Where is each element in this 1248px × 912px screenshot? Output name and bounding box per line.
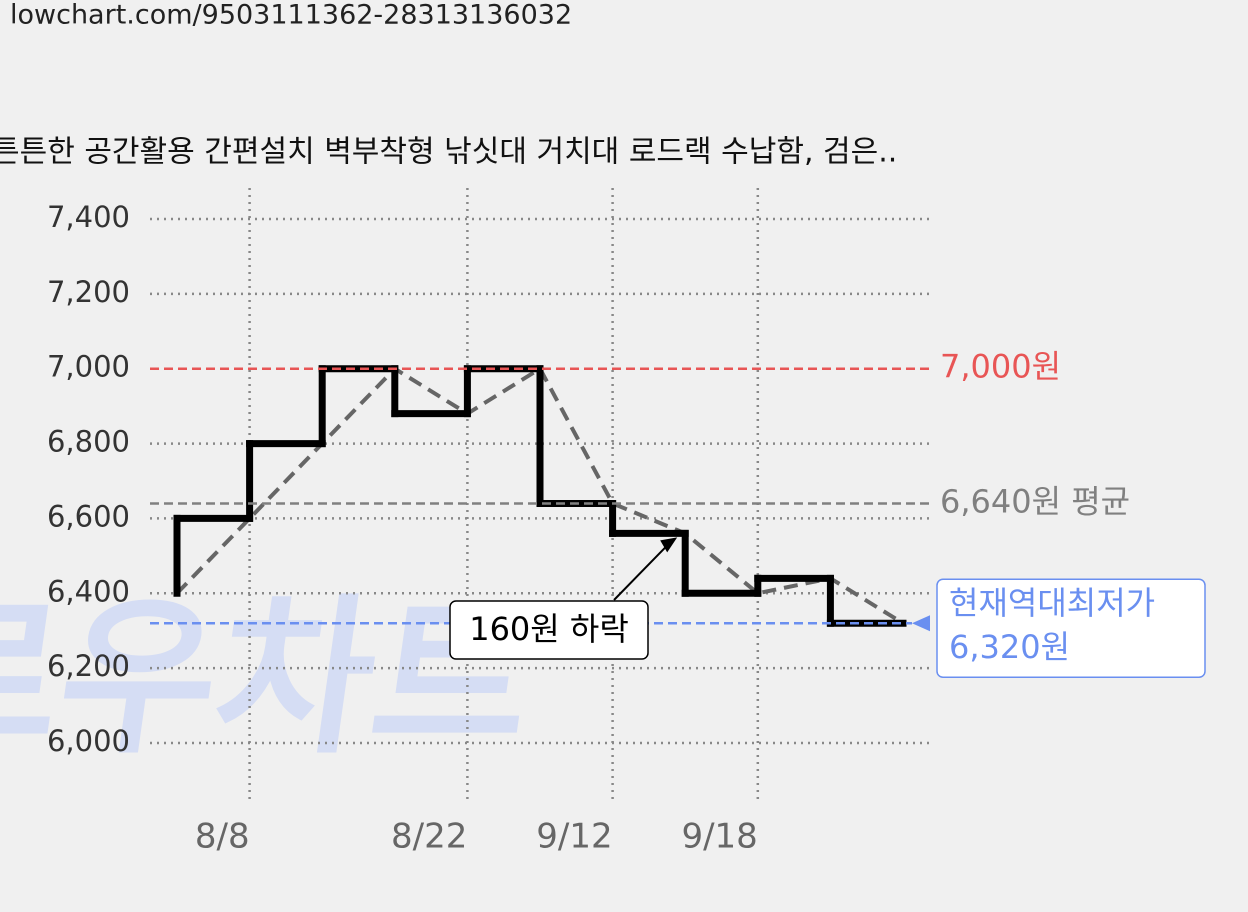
reference-box bbox=[936, 578, 1206, 678]
chart-title: 튼튼한 공간활용 간편설치 벽부착형 낚싯대 거치대 로드랙 수납함, 검은.. bbox=[0, 135, 897, 170]
annotation: 160원 하락 bbox=[469, 610, 629, 648]
y-tick-label: 6,800 bbox=[47, 425, 130, 459]
x-tick-label: 9/18 bbox=[681, 817, 757, 857]
reference-label: 6,640원 평균 bbox=[940, 482, 1130, 520]
y-tick-label: 6,600 bbox=[47, 499, 130, 533]
y-tick-label: 7,000 bbox=[47, 350, 130, 384]
reference-label: 7,000원 bbox=[940, 348, 1061, 386]
y-tick-label: 7,200 bbox=[47, 275, 130, 309]
reference-arrow bbox=[912, 615, 930, 632]
y-tick-label: 6,000 bbox=[47, 724, 130, 758]
y-tick-label: 6,400 bbox=[47, 574, 130, 608]
annotation-box bbox=[449, 600, 649, 660]
annotation-arrow-line bbox=[613, 542, 670, 601]
url: lowchart.com/9503111362-28313136032 bbox=[10, 0, 572, 31]
reference-label: 현재역대최저가 bbox=[949, 584, 1155, 622]
y-tick-label: 7,400 bbox=[47, 200, 130, 234]
x-tick-label: 8/22 bbox=[391, 817, 467, 857]
reference-label: 6,320원 bbox=[949, 628, 1070, 666]
x-tick-label: 9/12 bbox=[536, 817, 612, 857]
annotation-arrow-head bbox=[660, 537, 678, 553]
x-tick-label: 8/8 bbox=[195, 817, 250, 857]
y-tick-label: 6,200 bbox=[47, 649, 130, 683]
